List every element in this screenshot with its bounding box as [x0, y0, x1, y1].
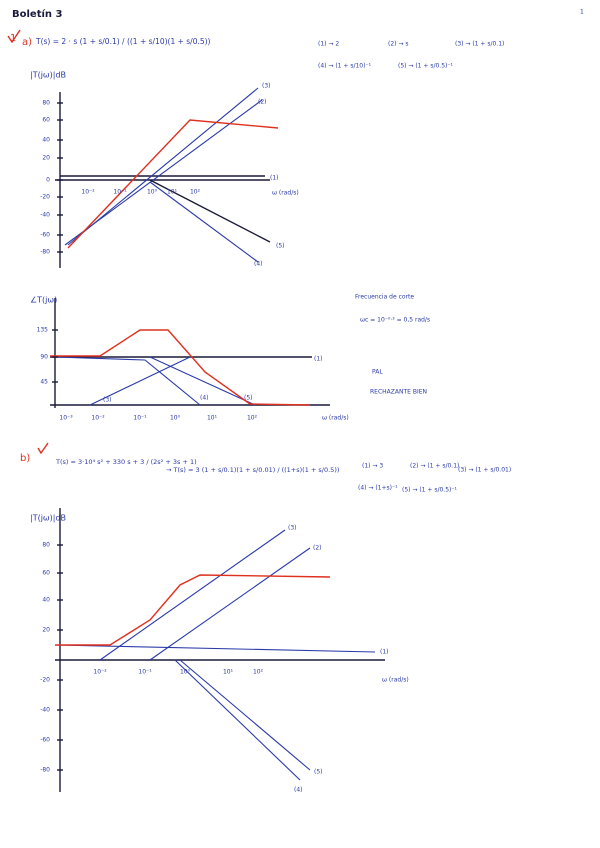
y-tick-label: -40 [40, 707, 50, 714]
x-tick-label: 10⁻² [93, 669, 107, 676]
x-tick-label: 10⁻¹ [138, 669, 152, 676]
x-tick-label: 10² [253, 669, 264, 676]
sum-curve [55, 574, 331, 646]
x-tick-label: 10⁻² [81, 189, 95, 196]
term: (3) → (1 + s/0.01) [458, 467, 511, 474]
x-tick-label: 10⁻¹ [113, 189, 127, 196]
y-tick-label: -20 [40, 677, 50, 684]
curve [179, 659, 311, 771]
part-label: b) [20, 453, 30, 464]
y-tick-label: -80 [40, 767, 50, 774]
y-tick-label: -60 [40, 737, 50, 744]
x-tick-label: 10⁻² [91, 415, 105, 422]
curve-label: (2) [313, 545, 322, 552]
y-axis-label: ∠T(jω) [30, 296, 57, 305]
curve-label: (3) [103, 397, 112, 404]
curve [149, 356, 256, 406]
y-tick-label: 40 [42, 597, 50, 604]
y-tick-label: -20 [40, 194, 50, 201]
y-tick-label: 0 [46, 177, 50, 184]
y-tick-label: 80 [42, 100, 50, 107]
x-tick-label: 10⁰ [147, 189, 158, 196]
x-axis-label: ω (rad/s) [382, 677, 409, 684]
term: (5) → (1 + s/0.5)⁻¹ [398, 63, 454, 70]
curve [174, 659, 301, 781]
y-tick-label: -60 [40, 232, 50, 239]
x-tick-label: 10⁰ [170, 415, 181, 422]
term: (4) → (1 + s/10)⁻¹ [318, 63, 372, 70]
check-mark [37, 442, 49, 455]
phase-plot-a [50, 298, 330, 408]
curve-label: (4) [200, 395, 209, 402]
x-tick-label: 10¹ [167, 189, 178, 196]
curve-label: (5) [244, 395, 253, 402]
transfer-function: T(s) = 2 · s (1 + s/0.1) / ((1 + s/10)(1… [35, 37, 211, 46]
note: PAL [372, 369, 383, 376]
curve [149, 179, 271, 243]
note: RECHAZANTE BIEN [370, 389, 427, 396]
sum-curve [50, 329, 311, 406]
x-tick-label: 10² [190, 189, 201, 196]
magnitude-plot-b [54, 508, 385, 792]
curve-label: (1) [314, 356, 323, 363]
curve-label: (5) [276, 243, 285, 250]
x-tick-label: 10² [247, 415, 258, 422]
x-tick-label: 10¹ [207, 415, 218, 422]
exercise-number: 1 [10, 33, 16, 44]
note: Frecuencia de corte [355, 294, 414, 301]
part-label: a) [22, 37, 32, 48]
curve [149, 181, 259, 263]
y-tick-label: -80 [40, 249, 50, 256]
term: (3) → (1 + s/0.1) [455, 41, 504, 48]
y-tick-label: 40 [42, 137, 50, 144]
curve-label: (5) [314, 769, 323, 776]
magnitude-plot-a [55, 87, 279, 268]
x-tick-label: 10⁰ [180, 669, 191, 676]
term: (2) → s [388, 41, 408, 48]
y-tick-label: 135 [37, 327, 49, 334]
term: (4) → (1+s)⁻¹ [358, 485, 398, 492]
y-axis-label: |T(jω)|dB [30, 514, 66, 523]
curve [99, 529, 286, 661]
curve-label: (1) [270, 175, 279, 182]
curve-label: (2) [258, 99, 267, 106]
note: ωc = 10⁻⁰·³ = 0,5 rad/s [360, 317, 430, 324]
y-tick-label: -40 [40, 212, 50, 219]
curve-label: (1) [380, 649, 389, 656]
term: (2) → (1 + s/0.1) [410, 463, 459, 470]
term: (1) → 3 [362, 463, 383, 470]
x-axis-label: ω (rad/s) [272, 190, 299, 197]
term: (5) → (1 + s/0.5)⁻¹ [402, 487, 458, 494]
title: Boletín 3 [12, 8, 63, 20]
y-tick-label: 90 [40, 354, 48, 361]
curve-label: (4) [294, 787, 303, 794]
curve-label: (3) [262, 83, 271, 90]
x-tick-label: 10⁻³ [59, 415, 73, 422]
y-tick-label: 60 [42, 570, 50, 577]
page-number: 1 [580, 9, 584, 16]
y-axis-label: |T(jω)|dB [30, 71, 66, 80]
y-tick-label: 80 [42, 542, 50, 549]
transfer-function: T(s) = 3·10⁴ s² + 330 s + 3 / (2s² + 3s … [55, 458, 197, 466]
sum-curve [67, 119, 279, 249]
check-mark [7, 29, 21, 44]
y-tick-label: 20 [42, 627, 50, 634]
y-tick-label: 20 [42, 155, 50, 162]
curve-label: (4) [254, 261, 263, 268]
curve-label: (3) [288, 525, 297, 532]
curve [149, 547, 311, 661]
curve [54, 356, 201, 406]
x-tick-label: 10¹ [223, 669, 234, 676]
curve [54, 644, 376, 653]
term: (1) → 2 [318, 41, 339, 48]
curve [89, 356, 191, 406]
y-tick-label: 60 [42, 117, 50, 124]
curve [67, 87, 259, 246]
factored-function: → T(s) = 3 (1 + s/0.1)(1 + s/0.01) / ((1… [166, 466, 339, 474]
x-axis-label: ω (rad/s) [322, 415, 349, 422]
x-tick-label: 10⁻¹ [133, 415, 147, 422]
y-tick-label: 45 [40, 379, 48, 386]
